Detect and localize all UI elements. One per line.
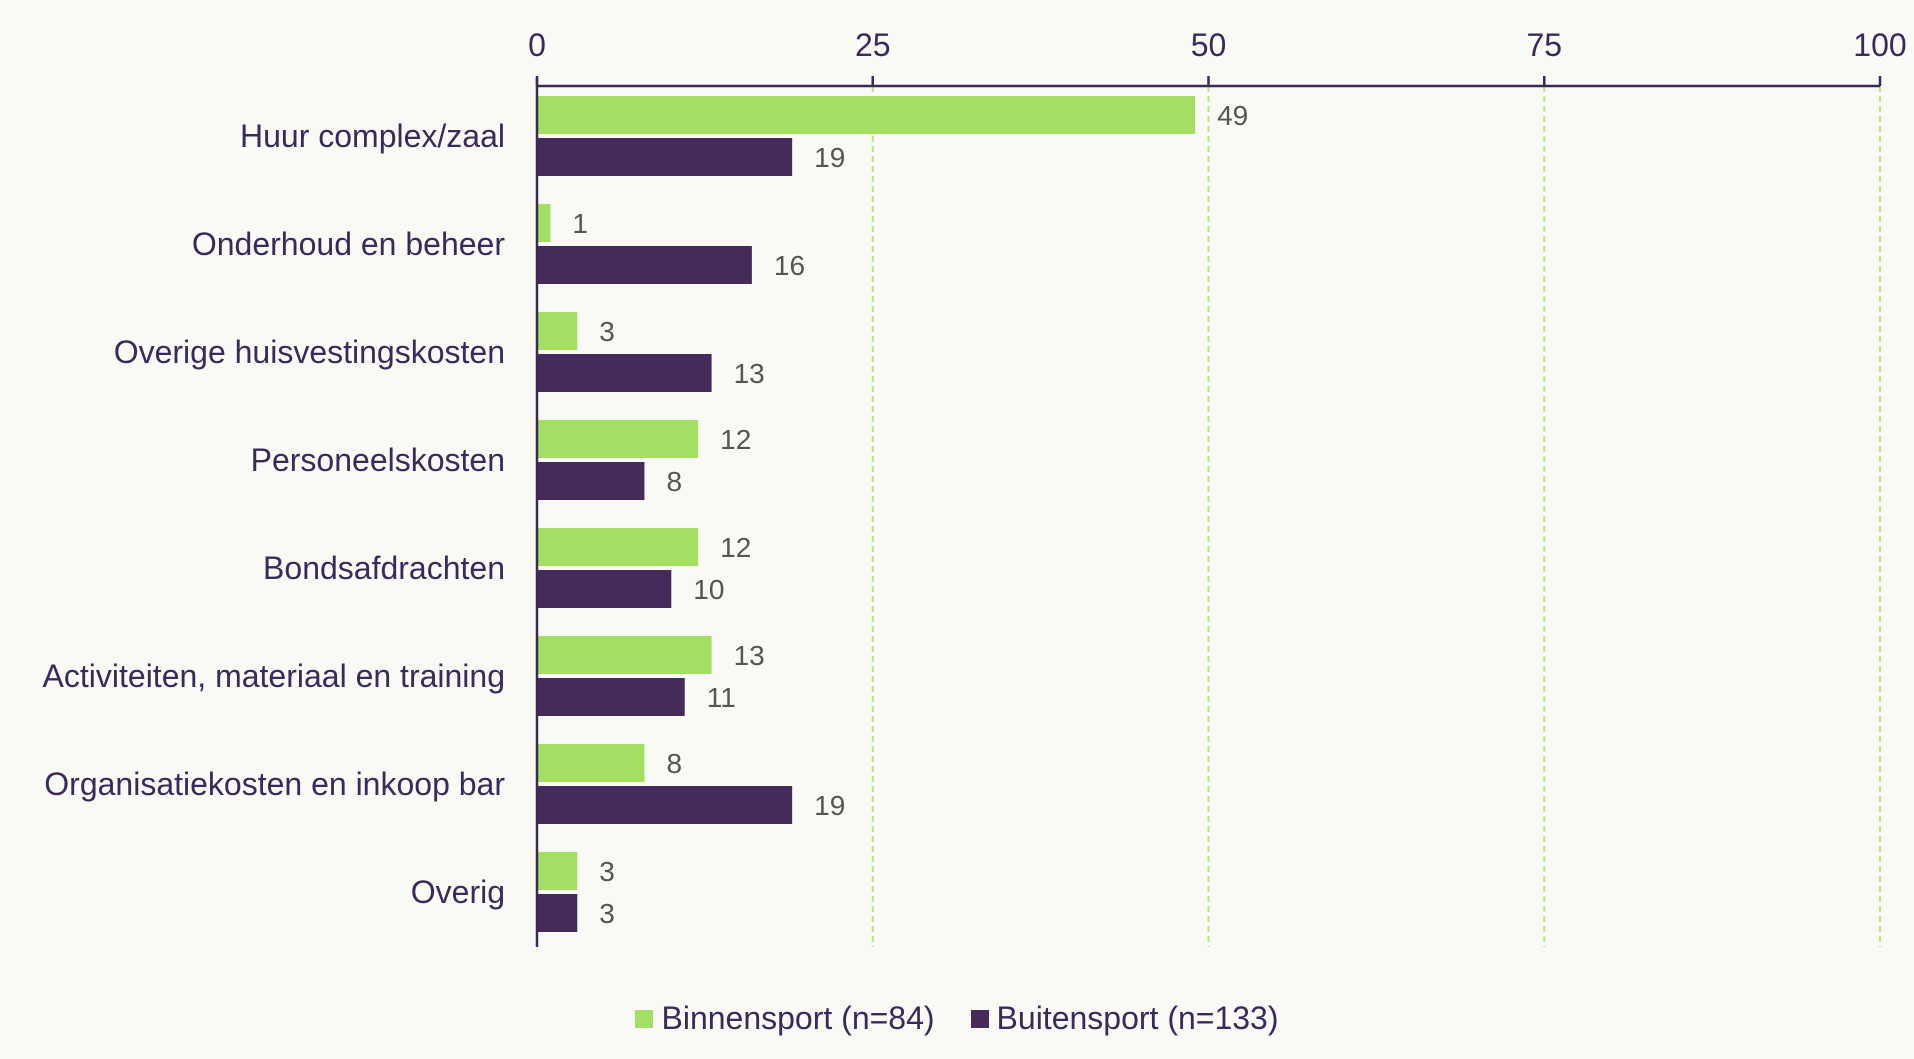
data-label-buitensport-4: 10 xyxy=(693,574,724,605)
category-label-2: Overige huisvestingskosten xyxy=(114,334,505,370)
x-tick-label-50: 50 xyxy=(1191,27,1227,63)
category-label-5: Activiteiten, materiaal en training xyxy=(43,658,505,694)
axes: 0 25 50 75 100 xyxy=(528,27,1907,947)
bar-buitensport-7 xyxy=(537,894,578,932)
category-label-7: Overig xyxy=(411,874,505,910)
data-label-buitensport-2: 13 xyxy=(734,358,765,389)
data-label-buitensport-1: 16 xyxy=(774,250,805,281)
bars xyxy=(537,96,1196,932)
data-label-binnensport-3: 12 xyxy=(720,424,751,455)
legend-item-binnensport: Binnensport (n=84) xyxy=(635,1000,935,1037)
legend-item-buitensport: Buitensport (n=133) xyxy=(970,1000,1279,1037)
category-labels: Huur complex/zaal Onderhoud en beheer Over… xyxy=(43,118,506,910)
bar-binnensport-3 xyxy=(537,420,699,458)
legend: Binnensport (n=84) Buitensport (n=133) xyxy=(0,1000,1914,1037)
legend-label-binnensport: Binnensport (n=84) xyxy=(661,1000,935,1036)
data-label-buitensport-7: 3 xyxy=(599,898,615,929)
data-label-buitensport-6: 19 xyxy=(814,790,845,821)
data-label-buitensport-5: 11 xyxy=(707,682,736,713)
chart: 49 19 1 16 3 13 12 8 12 10 13 11 8 19 3 3 0 25 50 75 100 Hu… xyxy=(43,27,1907,947)
bar-binnensport-2 xyxy=(537,312,578,350)
data-label-buitensport-0: 19 xyxy=(814,142,845,173)
category-label-0: Huur complex/zaal xyxy=(240,118,505,154)
data-label-binnensport-5: 13 xyxy=(734,640,765,671)
bar-buitensport-6 xyxy=(537,786,793,824)
x-tick-label-25: 25 xyxy=(855,27,891,63)
data-labels: 49 19 1 16 3 13 12 8 12 10 13 11 8 19 3 3 xyxy=(572,100,1248,929)
category-label-1: Onderhoud en beheer xyxy=(192,226,505,262)
bar-buitensport-4 xyxy=(537,570,672,608)
legend-label-buitensport: Buitensport (n=133) xyxy=(996,1000,1279,1036)
data-label-binnensport-4: 12 xyxy=(720,532,751,563)
category-label-4: Bondsafdrachten xyxy=(263,550,505,586)
bar-binnensport-7 xyxy=(537,852,578,890)
bar-binnensport-6 xyxy=(537,744,645,782)
data-label-binnensport-6: 8 xyxy=(666,748,682,779)
data-label-binnensport-1: 1 xyxy=(572,208,588,239)
bar-binnensport-4 xyxy=(537,528,699,566)
bar-buitensport-0 xyxy=(537,138,793,176)
grid-lines xyxy=(871,86,1881,947)
x-tick-label-0: 0 xyxy=(528,27,546,63)
data-label-buitensport-3: 8 xyxy=(666,466,682,497)
legend-swatch-binnensport xyxy=(635,1009,654,1028)
category-label-6: Organisatiekosten en inkoop bar xyxy=(44,766,505,802)
bar-binnensport-1 xyxy=(537,204,551,242)
bar-buitensport-1 xyxy=(537,246,752,284)
legend-swatch-buitensport xyxy=(970,1009,989,1028)
bar-binnensport-0 xyxy=(537,96,1196,134)
category-label-3: Personeelskosten xyxy=(251,442,505,478)
data-label-binnensport-7: 3 xyxy=(599,856,615,887)
bar-buitensport-2 xyxy=(537,354,712,392)
bar-buitensport-3 xyxy=(537,462,645,500)
x-tick-label-75: 75 xyxy=(1526,27,1562,63)
data-label-binnensport-0: 49 xyxy=(1217,100,1248,131)
bar-buitensport-5 xyxy=(537,678,685,716)
data-label-binnensport-2: 3 xyxy=(599,316,615,347)
bar-binnensport-5 xyxy=(537,636,712,674)
x-tick-label-100: 100 xyxy=(1853,27,1906,63)
